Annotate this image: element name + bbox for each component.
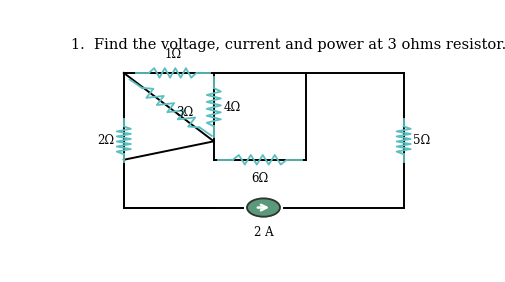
- Text: 2Ω: 2Ω: [97, 134, 114, 147]
- Text: 6Ω: 6Ω: [251, 172, 269, 185]
- Text: 1Ω: 1Ω: [164, 48, 181, 61]
- Text: 5Ω: 5Ω: [414, 134, 431, 147]
- Text: 1.  Find the voltage, current and power at 3 ohms resistor.: 1. Find the voltage, current and power a…: [71, 38, 505, 52]
- Text: 2 A: 2 A: [254, 226, 273, 239]
- Text: 4Ω: 4Ω: [224, 101, 241, 114]
- Text: 3Ω: 3Ω: [177, 105, 194, 118]
- Circle shape: [247, 199, 280, 217]
